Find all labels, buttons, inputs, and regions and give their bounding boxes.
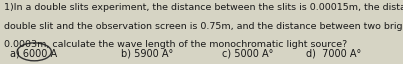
Text: 0.0003m, calculate the wave length of the monochromatic light source?: 0.0003m, calculate the wave length of th…	[4, 40, 347, 49]
Text: 1)In a double slits experiment, the distance between the slits is 0.00015m, the : 1)In a double slits experiment, the dist…	[4, 3, 403, 12]
Text: c) 5000 A°: c) 5000 A°	[222, 49, 273, 59]
Text: double slit and the observation screen is 0.75m, and the distance between two br: double slit and the observation screen i…	[4, 22, 403, 31]
Text: b) 5900 A°: b) 5900 A°	[121, 49, 173, 59]
Text: d)  7000 A°: d) 7000 A°	[306, 49, 361, 59]
Text: a) 6000 A: a) 6000 A	[10, 49, 57, 59]
